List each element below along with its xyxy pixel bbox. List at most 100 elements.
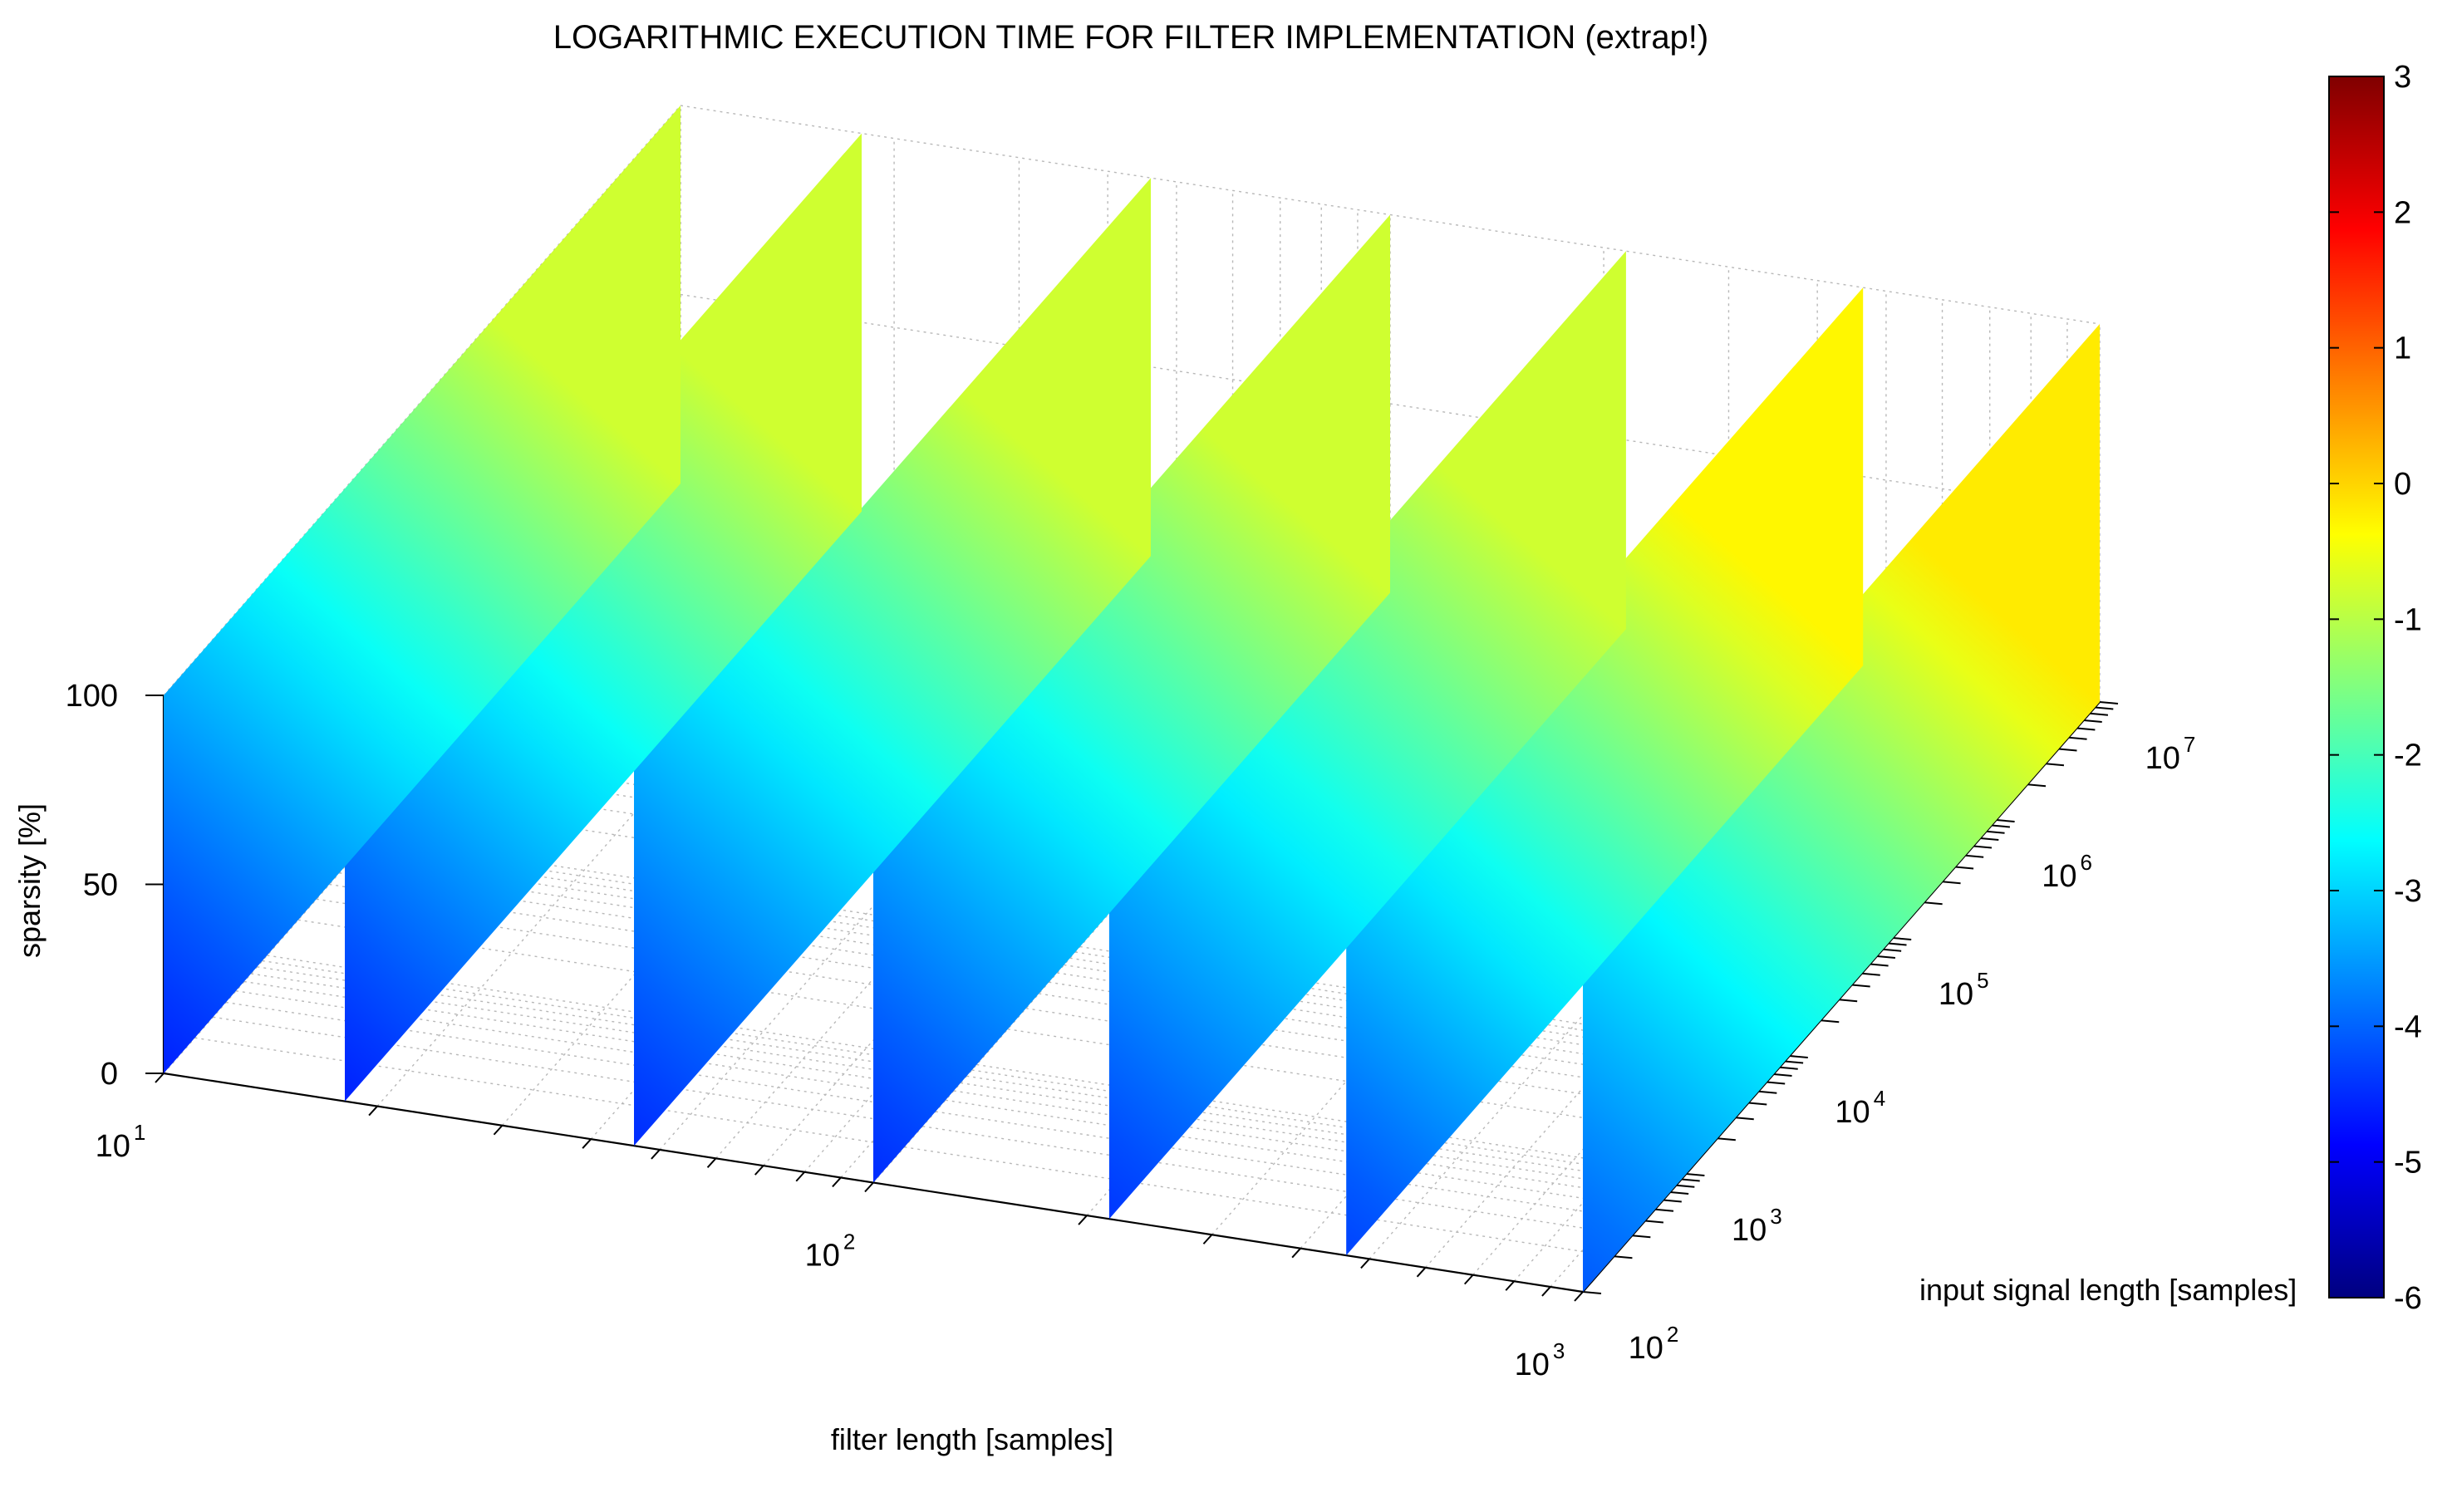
x-tick-mark — [1361, 1259, 1369, 1268]
y-tick-mark — [2058, 749, 2076, 751]
y-tick-mark — [1774, 1074, 1792, 1076]
z-axis-label: sparsity [%] — [12, 803, 47, 958]
colorbar-tick-label: 3 — [2394, 60, 2411, 95]
x-tick-mark — [369, 1107, 377, 1116]
y-tick-mark — [1862, 974, 1880, 975]
x-tick-mark — [1079, 1215, 1087, 1225]
y-tick-mark — [2046, 763, 2064, 765]
colorbar-tick-label: -3 — [2394, 874, 2422, 909]
y-tick-mark — [1877, 956, 1895, 958]
y-tick-label-exponent: 6 — [2081, 850, 2092, 875]
y-tick-label-exponent: 3 — [1770, 1204, 1781, 1229]
y-tick-label: 10 5 — [1939, 968, 1989, 1012]
y-tick-label-base: 10 — [1835, 1095, 1870, 1130]
y-tick-mark — [1736, 1117, 1754, 1119]
y-tick-label: 10 6 — [2042, 850, 2092, 894]
x-tick-label: 10 2 — [805, 1230, 856, 1274]
x-tick-mark — [651, 1150, 660, 1159]
y-tick-mark — [2100, 702, 2118, 704]
y-tick-mark — [1614, 1256, 1632, 1258]
x-tick-label: 10 3 — [1515, 1338, 1565, 1382]
x-tick-label-exponent: 3 — [1553, 1338, 1565, 1363]
y-tick-mark — [1924, 902, 1943, 904]
y-tick-mark — [1955, 867, 1973, 869]
y-tick-mark — [1655, 1210, 1673, 1211]
x-tick-label-base: 10 — [96, 1129, 130, 1164]
y-tick-mark — [2069, 738, 2087, 739]
y-tick-mark — [2076, 729, 2095, 730]
colorbar-tick-label: -4 — [2394, 1009, 2422, 1044]
x-tick-mark — [582, 1139, 591, 1148]
y-tick-mark — [1758, 1092, 1776, 1093]
y-tick-label-exponent: 5 — [1977, 968, 1988, 993]
y-tick-label-base: 10 — [1629, 1331, 1663, 1366]
x-tick-label-base: 10 — [1515, 1348, 1550, 1382]
data-walls — [164, 106, 2100, 1292]
x-tick-mark — [1506, 1281, 1514, 1290]
y-tick-mark — [1987, 832, 2005, 833]
y-tick-mark — [1645, 1221, 1663, 1223]
x-tick-mark — [1542, 1287, 1550, 1296]
y-tick-mark — [2084, 720, 2102, 722]
y-tick-mark — [1780, 1068, 1798, 1069]
y-tick-mark — [1821, 1020, 1839, 1022]
colorbar-tick-label: 2 — [2394, 195, 2411, 230]
x-tick-label-exponent: 1 — [134, 1120, 145, 1145]
x-tick-mark — [755, 1166, 764, 1175]
y-tick-mark — [1839, 999, 1857, 1001]
x-tick-mark — [494, 1126, 502, 1135]
y-tick-mark — [1992, 825, 2010, 827]
colorbar-tick-label: -2 — [2394, 739, 2422, 773]
y-tick-label-base: 10 — [2042, 859, 2076, 894]
x-tick-mark — [1203, 1235, 1211, 1244]
z-tick-label: 50 — [83, 868, 118, 903]
colorbar-tick-label: 0 — [2394, 467, 2411, 502]
y-tick-label-exponent: 7 — [2184, 732, 2195, 757]
y-tick-mark — [1980, 838, 1998, 840]
y-tick-mark — [1583, 1292, 1601, 1294]
y-tick-label: 10 2 — [1629, 1322, 1679, 1366]
y-tick-mark — [2090, 714, 2108, 715]
y-tick-mark — [1682, 1179, 1700, 1181]
colorbar-tick-label: 1 — [2394, 331, 2411, 366]
y-tick-mark — [1883, 950, 1901, 951]
x-tick-mark — [796, 1172, 804, 1181]
y-tick-label: 10 7 — [2145, 732, 2196, 776]
y-tick-mark — [2027, 784, 2046, 786]
colorbar-tick-label: -5 — [2394, 1146, 2422, 1181]
x-tick-mark — [833, 1177, 841, 1186]
x-tick-label: 10 1 — [96, 1120, 146, 1164]
y-tick-label-exponent: 4 — [1874, 1086, 1885, 1111]
x-tick-mark — [1418, 1268, 1426, 1277]
colorbar-tick-label: -6 — [2394, 1281, 2422, 1316]
y-tick-label: 10 3 — [1732, 1204, 1782, 1248]
y-tick-mark — [1676, 1186, 1694, 1187]
x-tick-label-exponent: 2 — [843, 1230, 855, 1254]
y-tick-mark — [1785, 1061, 1803, 1063]
y-tick-mark — [1767, 1082, 1785, 1084]
y-tick-label-base: 10 — [1732, 1213, 1767, 1248]
x-tick-mark — [155, 1073, 164, 1082]
y-tick-mark — [1852, 985, 1870, 987]
y-tick-mark — [1965, 856, 1983, 857]
y-tick-label-base: 10 — [1939, 977, 1973, 1012]
x-tick-mark — [1292, 1249, 1300, 1258]
y-tick-label-exponent: 2 — [1667, 1322, 1678, 1347]
z-tick-label: 0 — [101, 1057, 118, 1092]
x-tick-mark — [1465, 1275, 1473, 1284]
z-tick-label: 100 — [66, 679, 118, 714]
x-tick-mark — [865, 1183, 873, 1192]
y-tick-mark — [1748, 1103, 1767, 1105]
y-tick-mark — [2095, 707, 2113, 709]
y-tick-mark — [1632, 1235, 1650, 1237]
colorbar-tick-label: -1 — [2394, 602, 2422, 637]
y-tick-mark — [1889, 943, 1907, 945]
y-tick-mark — [1790, 1056, 1808, 1058]
colorbar-scale — [2329, 76, 2384, 1298]
y-tick-mark — [1973, 847, 1992, 848]
y-tick-label: 10 4 — [1835, 1086, 1885, 1130]
y-tick-label-base: 10 — [2145, 741, 2180, 776]
chart-title: LOGARITHMIC EXECUTION TIME FOR FILTER IM… — [553, 19, 1709, 56]
y-tick-mark — [1870, 965, 1889, 966]
